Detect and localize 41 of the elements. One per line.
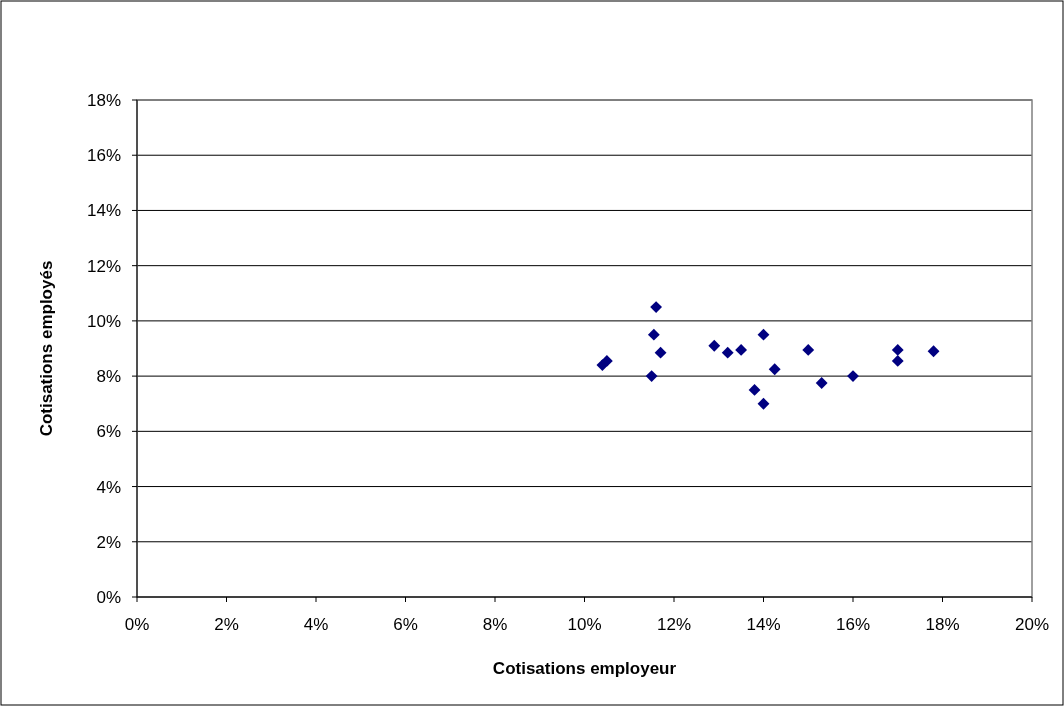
point	[735, 343, 748, 356]
y-tick-label: 12%	[86, 256, 121, 276]
x-tick-label: 0%	[124, 615, 150, 634]
point	[721, 346, 734, 359]
y-tick-label: 8%	[96, 367, 121, 387]
point	[600, 355, 613, 367]
x-tick-label: 2%	[214, 615, 239, 634]
point	[647, 328, 660, 341]
y-tick-label: 10%	[86, 311, 121, 331]
point	[847, 370, 859, 383]
point	[815, 377, 828, 389]
point	[768, 363, 781, 376]
point	[757, 328, 770, 341]
x-tick-label: 6%	[393, 615, 418, 634]
point	[654, 346, 667, 359]
y-tick-label: 6%	[96, 422, 121, 442]
x-tick-label: 18%	[925, 615, 960, 634]
point	[748, 384, 761, 396]
x-axis-title: Cotisations employeur	[492, 659, 677, 678]
point	[757, 397, 770, 410]
x-tick-label: 8%	[482, 615, 508, 634]
y-tick-label: 14%	[86, 201, 121, 221]
y-tick-label: 0%	[96, 588, 121, 607]
point	[650, 301, 663, 313]
point	[802, 343, 815, 356]
x-tick-label: 10%	[567, 615, 602, 634]
point	[645, 370, 658, 383]
point	[927, 345, 940, 358]
point	[891, 355, 904, 367]
point	[891, 343, 904, 356]
y-tick-label: 16%	[86, 146, 121, 166]
x-tick-label: 14%	[746, 615, 781, 634]
y-axis-title: Cotisations employés	[37, 260, 56, 437]
x-tick-label: 20%	[1014, 615, 1050, 634]
x-tick-label: 12%	[656, 615, 692, 634]
x-tick-label: 16%	[835, 615, 871, 634]
y-tick-label: 18%	[86, 91, 121, 110]
y-tick-label: 4%	[96, 477, 121, 497]
y-tick-label: 2%	[96, 532, 121, 552]
x-tick-label: 4%	[303, 615, 329, 634]
point	[708, 339, 721, 352]
